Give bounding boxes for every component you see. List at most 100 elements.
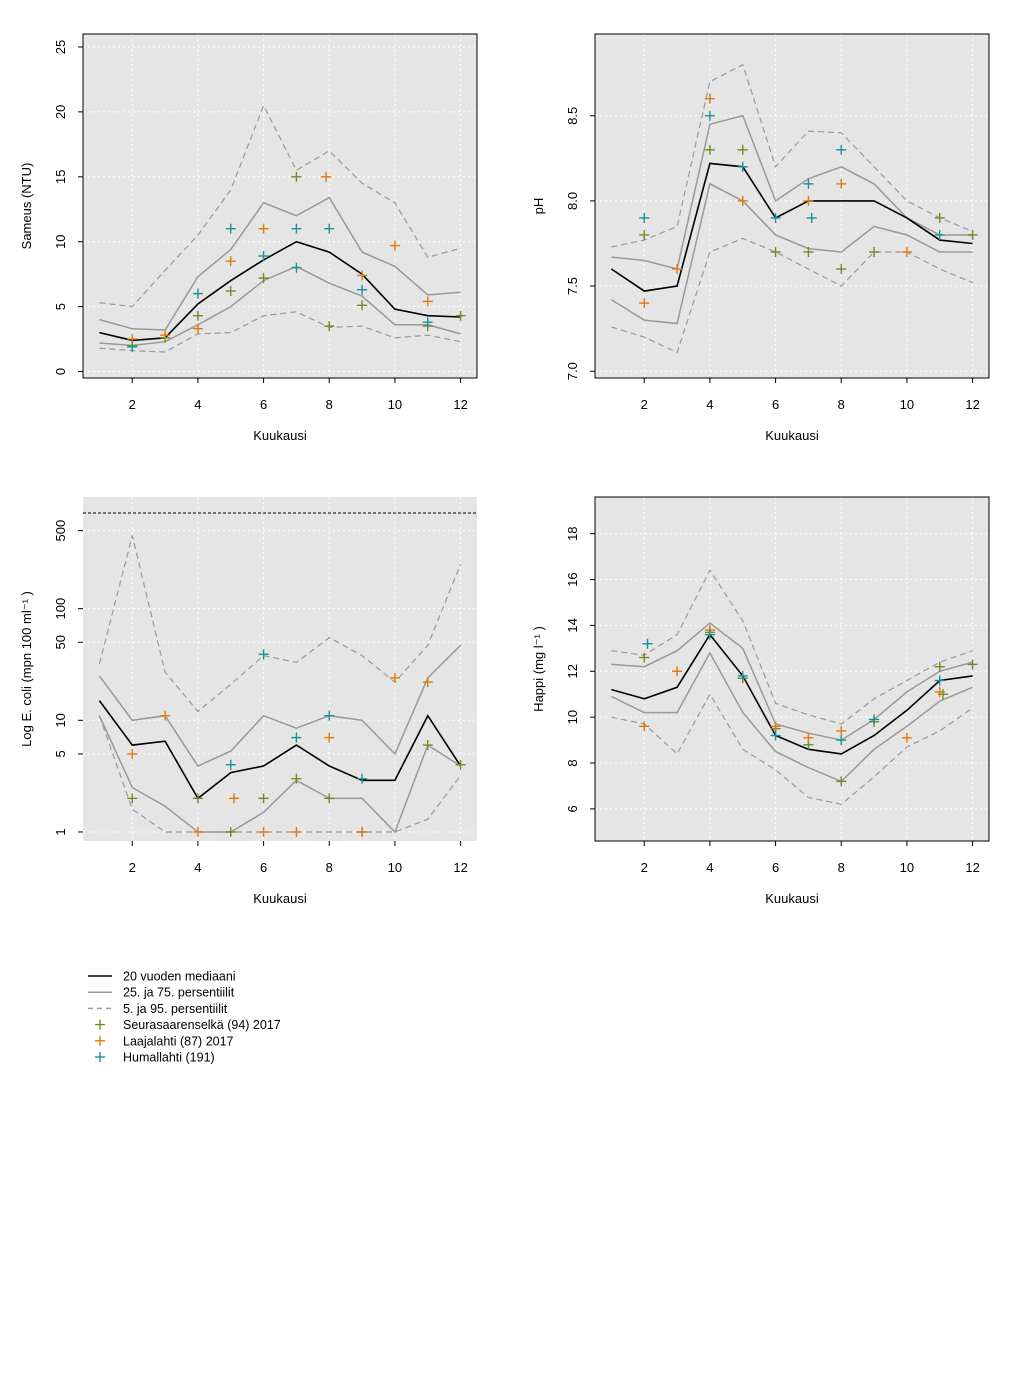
x-tick-label: 4 [194, 860, 201, 875]
point-seurasaarenselka [639, 229, 650, 240]
x-axis-label: Kuukausi [765, 891, 819, 906]
point-laajalahti [320, 171, 331, 182]
point-laajalahti [901, 732, 912, 743]
y-axis-label: Happi (mg l⁻¹ ) [531, 626, 546, 712]
legend-label: 20 vuoden mediaani [123, 970, 236, 984]
point-seurasaarenselka [967, 659, 978, 670]
series-line-median [610, 162, 973, 292]
series-line-p5 [611, 237, 973, 354]
point-seurasaarenselka [967, 229, 978, 240]
point-humallahti [737, 161, 748, 172]
point-humallahti [357, 773, 368, 784]
legend-item: Humallahti (191) [95, 1051, 215, 1065]
chart-panel-1: 2 4 6 8 10 12 0 5 10 15 20 25 Kuukausi Sameus (NTU) [19, 33, 478, 443]
legend-plus-marker [95, 1052, 105, 1062]
point-seurasaarenselka [639, 652, 650, 663]
legend-label: 5. ja 95. persentiilit [123, 1002, 228, 1016]
y-tick-label: 14 [565, 618, 580, 632]
point-seurasaarenselka [192, 310, 203, 321]
point-humallahti [291, 732, 302, 743]
x-tick-label: 10 [900, 397, 914, 412]
point-humallahti [258, 250, 269, 261]
legend-item: 20 vuoden mediaani [88, 970, 236, 984]
x-tick-label: 4 [706, 397, 713, 412]
point-laajalahti [229, 793, 240, 804]
point-humallahti [291, 223, 302, 234]
y-tick-label: 10 [565, 710, 580, 724]
chart-panel-4: 2 4 6 8 10 12 6 8 10 12 14 16 18 Kuukausi Happi (mg l⁻… [531, 496, 990, 906]
point-humallahti [770, 212, 781, 223]
series-line-p95 [611, 63, 973, 248]
point-humallahti [806, 212, 817, 223]
series-line-q25 [611, 182, 973, 325]
series-line-p5 [98, 715, 462, 833]
point-laajalahti [672, 264, 683, 275]
x-axis-label: Kuukausi [253, 428, 307, 443]
x-tick-label: 8 [326, 397, 333, 412]
x-tick-label: 12 [453, 397, 467, 412]
point-seurasaarenselka [836, 776, 847, 787]
y-tick-label: 5 [53, 303, 68, 310]
point-laajalahti [836, 178, 847, 189]
plot-frame [594, 33, 990, 379]
point-laajalahti [422, 677, 433, 688]
point-seurasaarenselka [324, 321, 335, 332]
point-laajalahti [258, 826, 269, 837]
y-tick-label: 5 [53, 750, 68, 757]
y-tick-label: 10 [53, 713, 68, 727]
point-laajalahti [160, 710, 171, 721]
x-tick-label: 2 [129, 860, 136, 875]
legend-plus-marker [95, 1019, 105, 1030]
legend: 20 vuoden mediaani 25. ja 75. persentiili… [88, 970, 281, 1065]
point-laajalahti [770, 721, 781, 732]
y-axis-label: Sameus (NTU) [19, 163, 34, 250]
point-laajalahti [192, 826, 203, 837]
point-seurasaarenselka [770, 246, 781, 257]
y-tick-label: 6 [565, 805, 580, 812]
point-humallahti [869, 714, 880, 725]
plot-frame [82, 33, 478, 379]
point-humallahti [770, 730, 781, 741]
plot-background [595, 497, 989, 841]
point-laajalahti [357, 826, 368, 837]
point-laajalahti [639, 298, 650, 309]
point-laajalahti [291, 826, 302, 837]
series-line-q75 [611, 622, 973, 741]
point-humallahti [127, 341, 138, 352]
y-tick-label: 20 [53, 105, 68, 119]
point-seurasaarenselka [291, 171, 302, 182]
point-humallahti [934, 229, 945, 240]
x-tick-label: 8 [838, 397, 845, 412]
series-line-q25 [99, 265, 461, 347]
series-line-q25 [611, 651, 973, 783]
point-humallahti [324, 710, 335, 721]
point-laajalahti [258, 223, 269, 234]
legend-label: Humallahti (191) [123, 1051, 215, 1065]
series-line-p95 [98, 535, 462, 713]
point-humallahti [934, 675, 945, 686]
point-seurasaarenselka [192, 793, 203, 804]
x-axis-label: Kuukausi [253, 891, 307, 906]
legend-label: Seurasaarenselkä (94) 2017 [123, 1018, 281, 1032]
point-humallahti [803, 178, 814, 189]
point-humallahti [639, 212, 650, 223]
legend-label: 25. ja 75. persentiilit [123, 986, 235, 1000]
legend-item: Seurasaarenselkä (94) 2017 [95, 1018, 281, 1032]
plot-background [83, 497, 477, 841]
x-tick-label: 2 [641, 397, 648, 412]
x-tick-label: 12 [965, 860, 979, 875]
y-tick-label: 100 [53, 598, 68, 620]
y-tick-label: 8.0 [565, 192, 580, 210]
y-tick-label: 15 [53, 170, 68, 184]
y-tick-label: 16 [565, 572, 580, 586]
x-tick-label: 4 [706, 860, 713, 875]
series-line-q25 [98, 715, 462, 834]
point-humallahti [836, 144, 847, 155]
y-tick-label: 1 [53, 828, 68, 835]
chart-panel-3: 2 4 6 8 10 12 1 5 10 50 100 500 Kuukausi Log E. coli … [19, 497, 477, 906]
x-axis-label: Kuukausi [765, 428, 819, 443]
series-line-q75 [99, 196, 461, 331]
series-line-median [99, 240, 461, 342]
y-tick-label: 8.5 [565, 107, 580, 125]
series-line-q75 [98, 644, 462, 767]
